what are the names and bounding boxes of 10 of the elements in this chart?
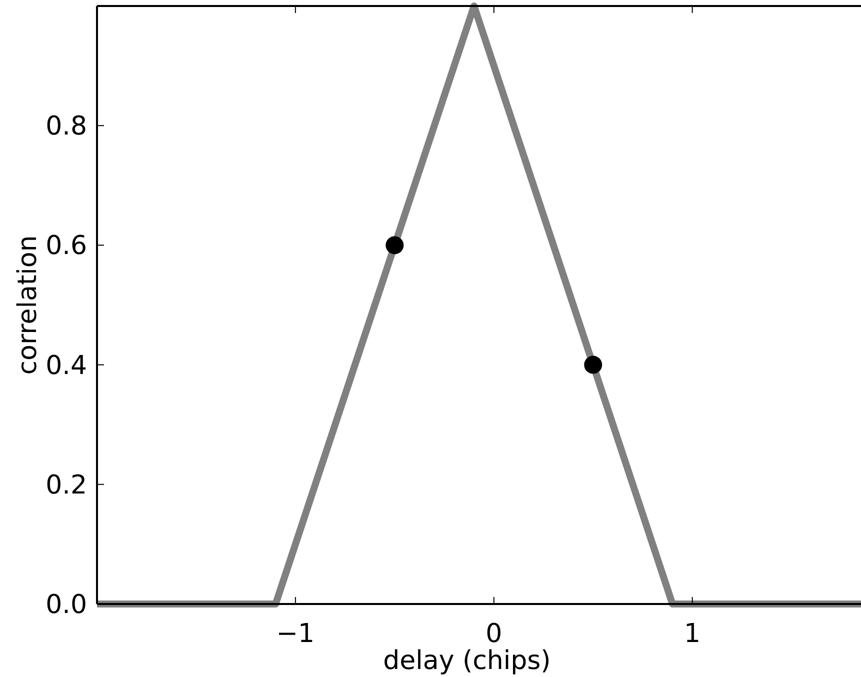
x-tick-label: 1 [684,619,701,649]
x-tick-label: −1 [276,619,315,649]
y-tick-label: 0.4 [46,350,87,381]
y-axis-title: correlation [13,235,43,375]
y-tick-label: 0.8 [46,112,87,142]
y-tick-label: 0.0 [46,590,87,620]
x-axis-title: delay (chips) [383,646,551,676]
x-tick-label: 0 [486,619,502,649]
y-tick-label: 0.6 [46,231,87,262]
y-tick-label: 0.2 [46,470,87,500]
